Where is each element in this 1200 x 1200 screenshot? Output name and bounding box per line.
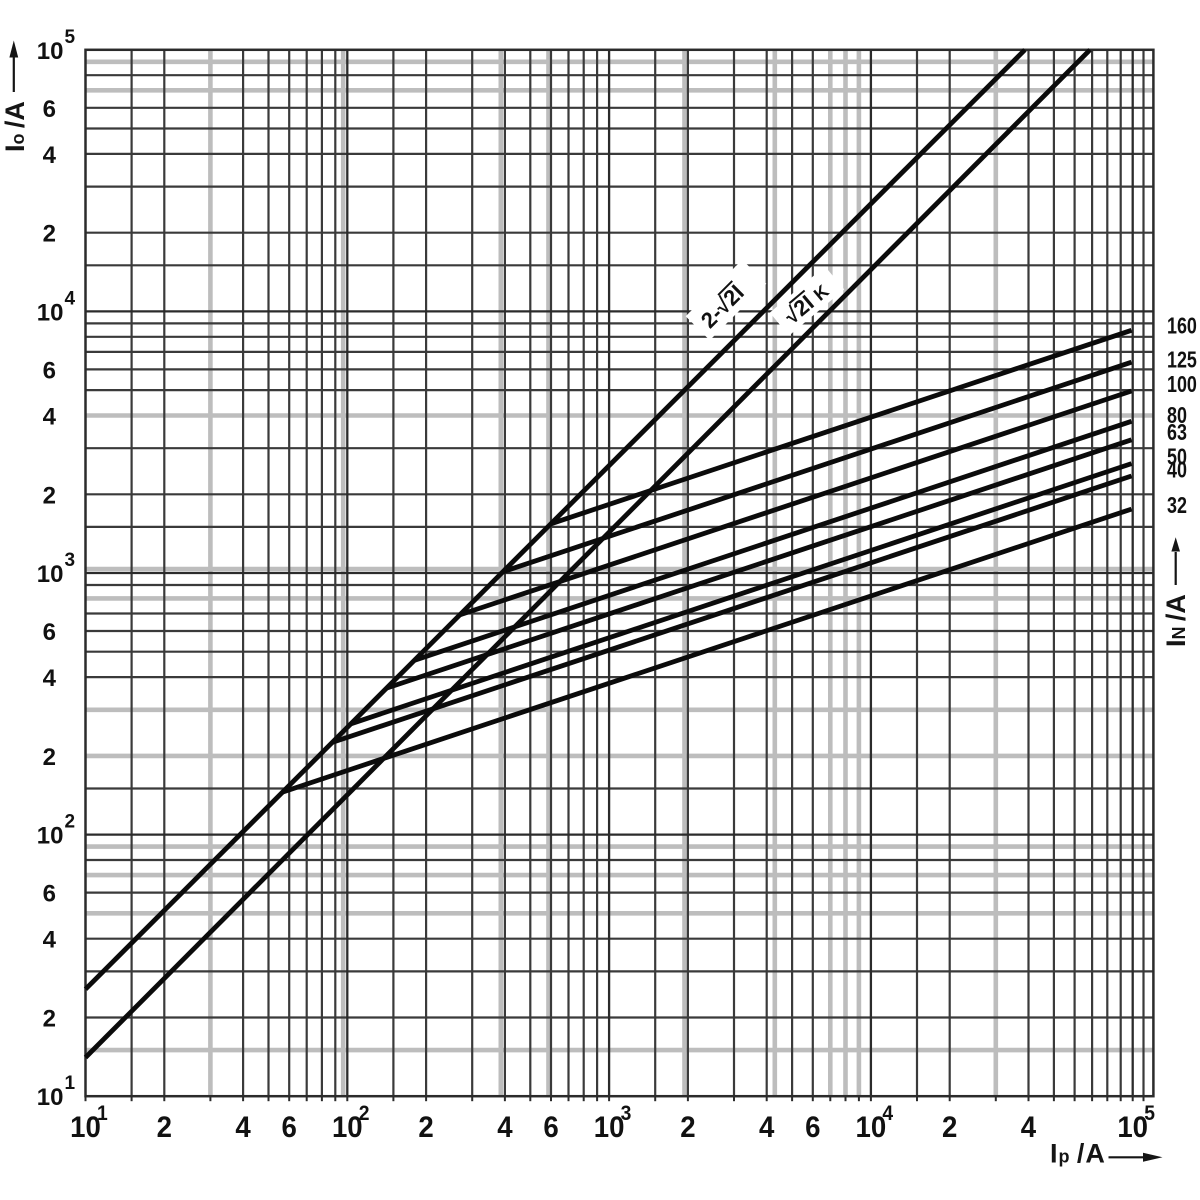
svg-text:2: 2 xyxy=(157,1111,172,1144)
svg-text:IN /A: IN /A xyxy=(1161,594,1191,647)
svg-text:2: 2 xyxy=(418,1111,433,1144)
svg-text:4: 4 xyxy=(497,1111,512,1144)
svg-text:1: 1 xyxy=(97,1102,108,1125)
svg-text:50: 50 xyxy=(1167,445,1187,471)
svg-text:10: 10 xyxy=(1117,1111,1148,1144)
svg-text:4: 4 xyxy=(43,142,57,169)
svg-text:1: 1 xyxy=(65,1073,76,1094)
svg-text:6: 6 xyxy=(43,96,56,123)
svg-text:6: 6 xyxy=(43,881,56,908)
svg-text:2: 2 xyxy=(65,812,76,833)
svg-text:32: 32 xyxy=(1167,493,1187,519)
svg-text:2: 2 xyxy=(43,744,56,771)
svg-text:6: 6 xyxy=(282,1111,297,1144)
svg-text:6: 6 xyxy=(43,619,56,646)
svg-text:10: 10 xyxy=(37,299,64,326)
svg-text:80: 80 xyxy=(1167,403,1187,429)
svg-text:10: 10 xyxy=(37,1084,64,1111)
svg-text:2: 2 xyxy=(43,221,56,248)
svg-text:10: 10 xyxy=(37,823,64,850)
svg-text:160: 160 xyxy=(1167,313,1197,339)
svg-text:40: 40 xyxy=(1167,457,1187,483)
svg-text:4: 4 xyxy=(43,404,57,431)
svg-text:Ip /A: Ip /A xyxy=(1050,1139,1106,1169)
svg-text:63: 63 xyxy=(1167,420,1187,446)
svg-text:2: 2 xyxy=(942,1111,957,1144)
svg-text:10: 10 xyxy=(37,561,64,588)
svg-text:10: 10 xyxy=(70,1111,101,1144)
svg-text:5: 5 xyxy=(65,27,76,48)
svg-text:6: 6 xyxy=(543,1111,558,1144)
svg-text:4: 4 xyxy=(1021,1111,1036,1144)
svg-text:2: 2 xyxy=(680,1111,695,1144)
svg-text:6: 6 xyxy=(43,357,56,384)
svg-text:10: 10 xyxy=(856,1111,887,1144)
svg-text:4: 4 xyxy=(43,927,57,954)
svg-text:3: 3 xyxy=(621,1102,632,1125)
svg-text:3: 3 xyxy=(65,550,76,571)
svg-text:4: 4 xyxy=(882,1102,893,1125)
svg-text:6: 6 xyxy=(805,1111,820,1144)
svg-text:2: 2 xyxy=(43,482,56,509)
svg-text:4: 4 xyxy=(235,1111,250,1144)
svg-text:5: 5 xyxy=(1144,1102,1155,1125)
svg-text:4: 4 xyxy=(759,1111,774,1144)
svg-text:2: 2 xyxy=(43,1006,56,1033)
svg-text:10: 10 xyxy=(594,1111,625,1144)
svg-text:10: 10 xyxy=(332,1111,363,1144)
svg-text:4: 4 xyxy=(43,665,57,692)
svg-text:2: 2 xyxy=(359,1102,370,1125)
svg-text:4: 4 xyxy=(65,288,76,309)
svg-text:125: 125 xyxy=(1167,347,1197,373)
svg-text:100: 100 xyxy=(1167,372,1197,398)
svg-text:10: 10 xyxy=(37,38,64,65)
